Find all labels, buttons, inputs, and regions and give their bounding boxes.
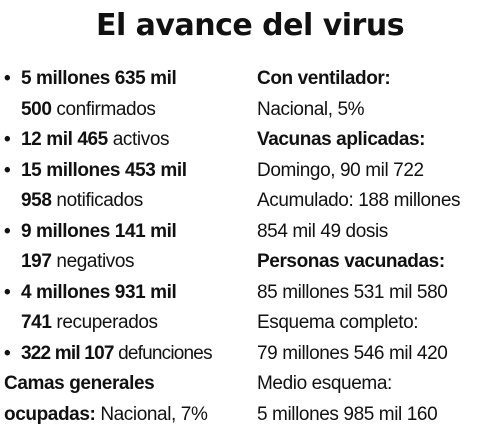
stat-confirmados-line2: 500 confirmados <box>4 95 256 126</box>
stat-number: 15 millones 453 mil <box>21 159 187 181</box>
bullet: • <box>4 129 11 150</box>
stat-number: 322 mil 107 <box>21 342 114 364</box>
stat-negativos-line1: • 9 millones 141 mil <box>4 217 256 248</box>
medio-esquema-value: 5 millones 985 mil 160 <box>257 403 438 425</box>
camas-heading: Camas generales <box>4 373 155 394</box>
ventilador-heading: Con ventilador: <box>257 68 391 89</box>
bullet: • <box>4 220 11 242</box>
medio-esquema-label: Medio esquema: <box>257 373 392 394</box>
ventilador-value: Nacional, 5% <box>257 98 365 120</box>
stat-confirmados-line1: • 5 millones 635 mil <box>4 64 256 95</box>
bullet: • <box>4 68 11 89</box>
esquema-completo-value: 79 millones 546 mil 420 <box>257 342 448 364</box>
stat-recuperados-line1: • 4 millones 931 mil <box>4 278 256 309</box>
stat-label: notificados <box>56 190 143 211</box>
page-title: El avance del virus <box>95 8 405 43</box>
bullet: • <box>4 159 11 181</box>
stat-number: 500 <box>21 98 52 120</box>
stat-defunciones: • 322 mil 107 defunciones <box>4 339 256 370</box>
bullet: • <box>4 342 11 364</box>
stat-notificados-line2: 958 notificados <box>4 186 256 217</box>
vacunas-heading: Vacunas aplicadas: <box>257 129 426 150</box>
stat-number: 9 millones 141 mil <box>21 220 177 242</box>
stat-label: defunciones <box>118 342 212 364</box>
stat-label: confirmados <box>56 98 156 120</box>
stat-number: 958 <box>21 190 52 211</box>
stat-label: recuperados <box>56 312 158 333</box>
vacunas-domingo: Domingo, 90 mil 722 <box>257 159 424 181</box>
camas-value: Nacional, 7% <box>100 403 208 425</box>
bullet: • <box>4 281 11 303</box>
stat-recuperados-line2: 741 recuperados <box>4 308 256 339</box>
vacunas-acumulado-line1: Acumulado: 188 millones <box>257 190 461 211</box>
vacunas-acumulado-line2: 854 mil 49 dosis <box>257 220 388 242</box>
camas-line: ocupadas: Nacional, 7% <box>4 400 256 431</box>
stat-number: 197 <box>21 251 52 272</box>
stat-label: negativos <box>56 251 135 272</box>
stat-negativos-line2: 197 negativos <box>4 247 256 278</box>
stat-number: 4 millones 931 mil <box>21 281 177 303</box>
right-column: Con ventilador: Nacional, 5% Vacunas apl… <box>257 64 500 430</box>
stat-number: 741 <box>21 312 52 333</box>
stat-number: 5 millones 635 mil <box>21 68 177 89</box>
esquema-completo-label: Esquema completo: <box>257 312 419 333</box>
personas-heading: Personas vacunadas: <box>257 251 445 272</box>
stat-label: activos <box>112 129 170 150</box>
personas-total: 85 millones 531 mil 580 <box>257 281 448 303</box>
camas-heading-tail: ocupadas: <box>4 403 96 425</box>
left-column: • 5 millones 635 mil 500 confirmados • 12 … <box>4 64 256 430</box>
stat-activos: • 12 mil 465 activos <box>4 125 256 156</box>
stat-notificados-line1: • 15 millones 453 mil <box>4 156 256 187</box>
stat-number: 12 mil 465 <box>21 129 108 150</box>
